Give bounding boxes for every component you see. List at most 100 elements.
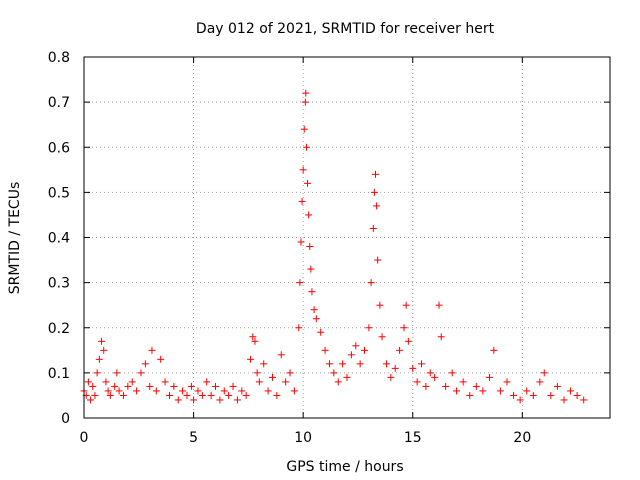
data-point <box>273 391 281 399</box>
data-point <box>286 369 294 377</box>
data-point <box>152 387 160 395</box>
data-point <box>400 324 408 332</box>
data-point <box>98 337 106 345</box>
data-point <box>485 373 493 381</box>
data-point <box>95 355 103 363</box>
data-point <box>84 378 92 386</box>
data-point <box>128 378 136 386</box>
data-point <box>306 243 314 251</box>
data-point <box>247 355 255 363</box>
data-point <box>503 378 511 386</box>
data-point <box>299 166 307 174</box>
data-point <box>547 391 555 399</box>
data-point <box>161 378 169 386</box>
data-point <box>302 143 310 151</box>
data-point <box>580 396 588 404</box>
data-point <box>119 391 127 399</box>
data-point <box>137 369 145 377</box>
data-point <box>141 360 149 368</box>
data-point <box>448 369 456 377</box>
y-axis-label: SRMTID / TECUs <box>7 182 23 295</box>
data-point <box>89 382 97 390</box>
data-point <box>391 364 399 372</box>
data-point <box>307 265 315 273</box>
data-point <box>418 360 426 368</box>
data-point <box>431 373 439 381</box>
data-point <box>242 391 250 399</box>
y-tick-label: 0.5 <box>48 185 70 201</box>
data-point <box>369 224 377 232</box>
data-point <box>496 387 504 395</box>
data-point <box>308 288 316 296</box>
data-point <box>402 301 410 309</box>
data-point <box>422 382 430 390</box>
chart-title: Day 012 of 2021, SRMTID for receiver her… <box>196 21 495 37</box>
data-point <box>365 324 373 332</box>
data-point <box>255 378 263 386</box>
data-point <box>100 346 108 354</box>
data-point <box>347 351 355 359</box>
y-tick-label: 0 <box>61 411 70 427</box>
data-point <box>317 328 325 336</box>
data-point <box>106 391 114 399</box>
data-point <box>374 256 382 264</box>
data-point <box>187 382 195 390</box>
x-tick-label: 0 <box>80 430 89 446</box>
data-point <box>220 387 228 395</box>
data-point <box>104 387 112 395</box>
data-point <box>466 391 474 399</box>
data-point <box>297 238 305 246</box>
data-point <box>146 382 154 390</box>
x-tick-label: 15 <box>404 430 422 446</box>
data-point <box>343 373 351 381</box>
x-tick-label: 10 <box>294 430 312 446</box>
data-point <box>198 391 206 399</box>
data-point <box>300 125 308 133</box>
y-tick-label: 0.7 <box>48 95 70 111</box>
y-tick-label: 0.8 <box>48 50 70 66</box>
data-point <box>396 346 404 354</box>
data-point <box>459 378 467 386</box>
data-point <box>295 324 303 332</box>
data-point <box>334 378 342 386</box>
data-point <box>133 387 141 395</box>
data-point <box>179 387 187 395</box>
data-point <box>225 391 233 399</box>
data-point <box>516 396 524 404</box>
data-point <box>87 396 95 404</box>
data-point <box>560 396 568 404</box>
data-point <box>233 396 241 404</box>
data-point <box>302 89 310 97</box>
data-point <box>251 337 259 345</box>
data-point <box>268 373 276 381</box>
data-point <box>264 387 272 395</box>
data-point <box>207 391 215 399</box>
data-point <box>298 197 306 205</box>
data-point <box>115 387 123 395</box>
y-tick-label: 0.6 <box>48 140 70 156</box>
data-point <box>426 369 434 377</box>
x-axis-label: GPS time / hours <box>286 459 403 475</box>
gridlines <box>84 57 610 418</box>
data-point <box>378 333 386 341</box>
data-point <box>253 369 261 377</box>
data-point <box>277 351 285 359</box>
axis-ticks: 0 5 10 15 20 0 0.1 0.2 0.3 0.4 0.5 0.6 0.7 0.8 <box>48 50 610 446</box>
data-point <box>490 346 498 354</box>
data-point <box>330 369 338 377</box>
y-tick-label: 0.4 <box>48 231 70 247</box>
data-point <box>435 301 443 309</box>
data-point <box>339 360 347 368</box>
data-point <box>352 342 360 350</box>
data-point <box>536 378 544 386</box>
data-point <box>413 378 421 386</box>
x-tick-label: 5 <box>189 430 198 446</box>
y-tick-label: 0.2 <box>48 321 70 337</box>
data-point <box>165 391 173 399</box>
data-point <box>453 387 461 395</box>
data-point <box>442 382 450 390</box>
x-tick-label: 20 <box>513 430 531 446</box>
data-point <box>305 211 313 219</box>
data-point <box>540 369 548 377</box>
data-point <box>479 387 487 395</box>
